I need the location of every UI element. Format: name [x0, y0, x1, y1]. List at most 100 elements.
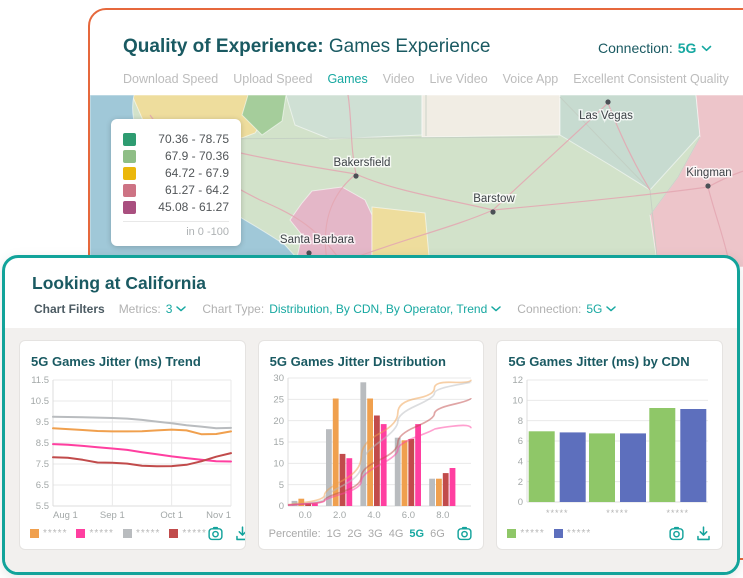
- trend-chart-title: 5G Games Jitter (ms) Trend: [31, 354, 201, 369]
- distribution-bar: [394, 437, 401, 506]
- legend-footnote: in 0 -100: [186, 226, 229, 238]
- connection-label: Connection:: [598, 40, 673, 56]
- distribution-bar: [367, 398, 373, 506]
- legend-row: 45.08 - 61.27: [123, 200, 229, 214]
- tab-upload-speed[interactable]: Upload Speed: [233, 72, 313, 86]
- legend-item: *****: [169, 528, 206, 539]
- snapshot-camera-icon[interactable]: [456, 525, 473, 542]
- legend-row: 64.72 - 67.9: [123, 166, 229, 180]
- snapshot-camera-icon[interactable]: [207, 525, 224, 542]
- cdn-chart-card: 5G Games Jitter (ms) by CDN 0 2 4 6 8 10 12 ***…: [496, 340, 724, 550]
- trend-line: [52, 443, 233, 463]
- legend-range-label: 45.08 - 61.27: [158, 200, 229, 214]
- filter-label: Metrics:: [118, 302, 161, 316]
- chart-filters-label: Chart Filters: [34, 302, 105, 316]
- svg-text:5: 5: [279, 480, 284, 491]
- tab-live-video[interactable]: Live Video: [429, 72, 488, 86]
- chevron-down-icon: [606, 306, 617, 312]
- trend-chart[interactable]: 5.5 6.5 7.5 8.5 9.5 10.5 11.5 Aug 1 Sep 1 Oct 1 No…: [28, 372, 236, 524]
- filter-label: Connection:: [517, 302, 582, 316]
- legend-chip: [30, 529, 39, 538]
- percentile-option-3g[interactable]: 3G: [368, 527, 383, 540]
- filter-label: Chart Type:: [202, 302, 265, 316]
- tab-games[interactable]: Games: [327, 72, 368, 86]
- svg-text:8.5: 8.5: [36, 438, 49, 449]
- percentile-option-6g[interactable]: 6G: [430, 527, 445, 540]
- legend-chip: [553, 529, 563, 538]
- connection-dropdown[interactable]: Connection: 5G: [598, 40, 712, 56]
- distribution-chart[interactable]: 0 5 10 15 20 25 30 0.0 2.0 4.0 6.0 8.0: [267, 372, 475, 524]
- download-icon[interactable]: [234, 525, 246, 542]
- legend-chip: [169, 529, 179, 538]
- svg-text:6: 6: [517, 436, 522, 447]
- legend-row: 70.36 - 78.75: [123, 132, 229, 146]
- map-city-label: Las Vegas: [579, 110, 633, 122]
- map-city-label: Kingman: [686, 167, 731, 179]
- svg-text:10: 10: [273, 459, 284, 470]
- download-icon[interactable]: [695, 525, 712, 542]
- map-cities: Las Vegas Bakersfield Barstow Kingman Santa …: [278, 99, 733, 256]
- map-city-label: Bakersfield: [334, 157, 391, 169]
- filter-value: 5G: [586, 302, 603, 316]
- svg-text:15: 15: [273, 437, 284, 448]
- distribution-bar: [408, 439, 415, 506]
- svg-text:4: 4: [517, 457, 522, 468]
- svg-text:2.0: 2.0: [333, 510, 346, 521]
- distribution-bar: [415, 424, 421, 506]
- distribution-bar: [332, 398, 339, 506]
- legend-item: *****: [76, 528, 113, 539]
- distribution-bar: [360, 382, 367, 506]
- legend-chip: [122, 529, 132, 538]
- coverage-map[interactable]: Las Vegas Bakersfield Barstow Kingman Santa …: [90, 95, 743, 267]
- svg-text:Aug 1: Aug 1: [53, 510, 78, 521]
- svg-text:9.5: 9.5: [36, 417, 49, 428]
- svg-text:0.0: 0.0: [299, 510, 312, 521]
- distribution-curve: [287, 381, 472, 506]
- filter-chart-type[interactable]: Chart Type: Distribution, By CDN, By Oper…: [202, 302, 502, 316]
- map-city-dot: [490, 209, 496, 215]
- tab-voice-app[interactable]: Voice App: [502, 72, 559, 86]
- trend-chart-legend: ***** ***** ***** *****: [30, 528, 207, 539]
- chevron-down-icon: [491, 306, 502, 312]
- tab-excellent-consistent-quality[interactable]: Excellent Consistent Quality: [573, 72, 729, 86]
- svg-text:0: 0: [279, 501, 284, 512]
- svg-text:11.5: 11.5: [32, 375, 50, 386]
- legend-series-label: *****: [43, 528, 68, 539]
- filter-metrics[interactable]: Metrics: 3: [119, 302, 187, 316]
- map-city-label: Santa Barbara: [280, 234, 355, 246]
- page-title: Quality of Experience: Games Experience: [123, 36, 490, 58]
- legend-range-label: 67.9 - 70.36: [164, 149, 229, 163]
- trend-chart-footer: ***** ***** ***** *****: [30, 525, 245, 542]
- svg-text:10: 10: [512, 396, 523, 407]
- trend-line: [52, 427, 233, 436]
- percentile-option-5g[interactable]: 5G: [409, 527, 425, 540]
- percentile-option-4g[interactable]: 4G: [388, 527, 404, 540]
- cdn-bar: [619, 433, 646, 502]
- tab-video[interactable]: Video: [382, 72, 415, 86]
- svg-text:8.0: 8.0: [436, 510, 449, 521]
- snapshot-camera-icon[interactable]: [668, 525, 685, 542]
- cdn-chart-legend: ***** *****: [507, 528, 591, 539]
- map-city-dot: [353, 173, 359, 179]
- svg-text:25: 25: [273, 395, 284, 406]
- experience-header: Quality of Experience: Games Experience …: [90, 10, 743, 95]
- legend-range-label: 64.72 - 67.9: [164, 166, 229, 180]
- percentile-option-2g[interactable]: 2G: [347, 527, 363, 540]
- cdn-chart-footer: ***** *****: [507, 525, 712, 542]
- metric-tabs: Download Speed Upload Speed Games Video Live…: [123, 72, 729, 86]
- page-title-rest: Games Experience: [323, 36, 491, 57]
- legend-series-label: *****: [520, 528, 545, 539]
- svg-text:20: 20: [273, 416, 284, 427]
- svg-text:7.5: 7.5: [36, 459, 49, 470]
- percentile-option-1g[interactable]: 1G: [326, 527, 342, 540]
- filter-value: 3: [165, 302, 173, 316]
- filter-connection[interactable]: Connection: 5G: [517, 302, 617, 316]
- california-title: Looking at California: [32, 273, 207, 293]
- svg-text:*****: *****: [546, 508, 569, 518]
- distribution-bar: [449, 468, 456, 506]
- tab-download-speed[interactable]: Download Speed: [123, 72, 219, 86]
- percentile-selector: Percentile: 1G 2G 3G 4G 5G 6G: [269, 528, 445, 540]
- cdn-chart[interactable]: 0 2 4 6 8 10 12 ***** ***** *****: [506, 372, 714, 524]
- svg-text:12: 12: [512, 375, 523, 386]
- legend-range-label: 70.36 - 78.75: [158, 132, 229, 146]
